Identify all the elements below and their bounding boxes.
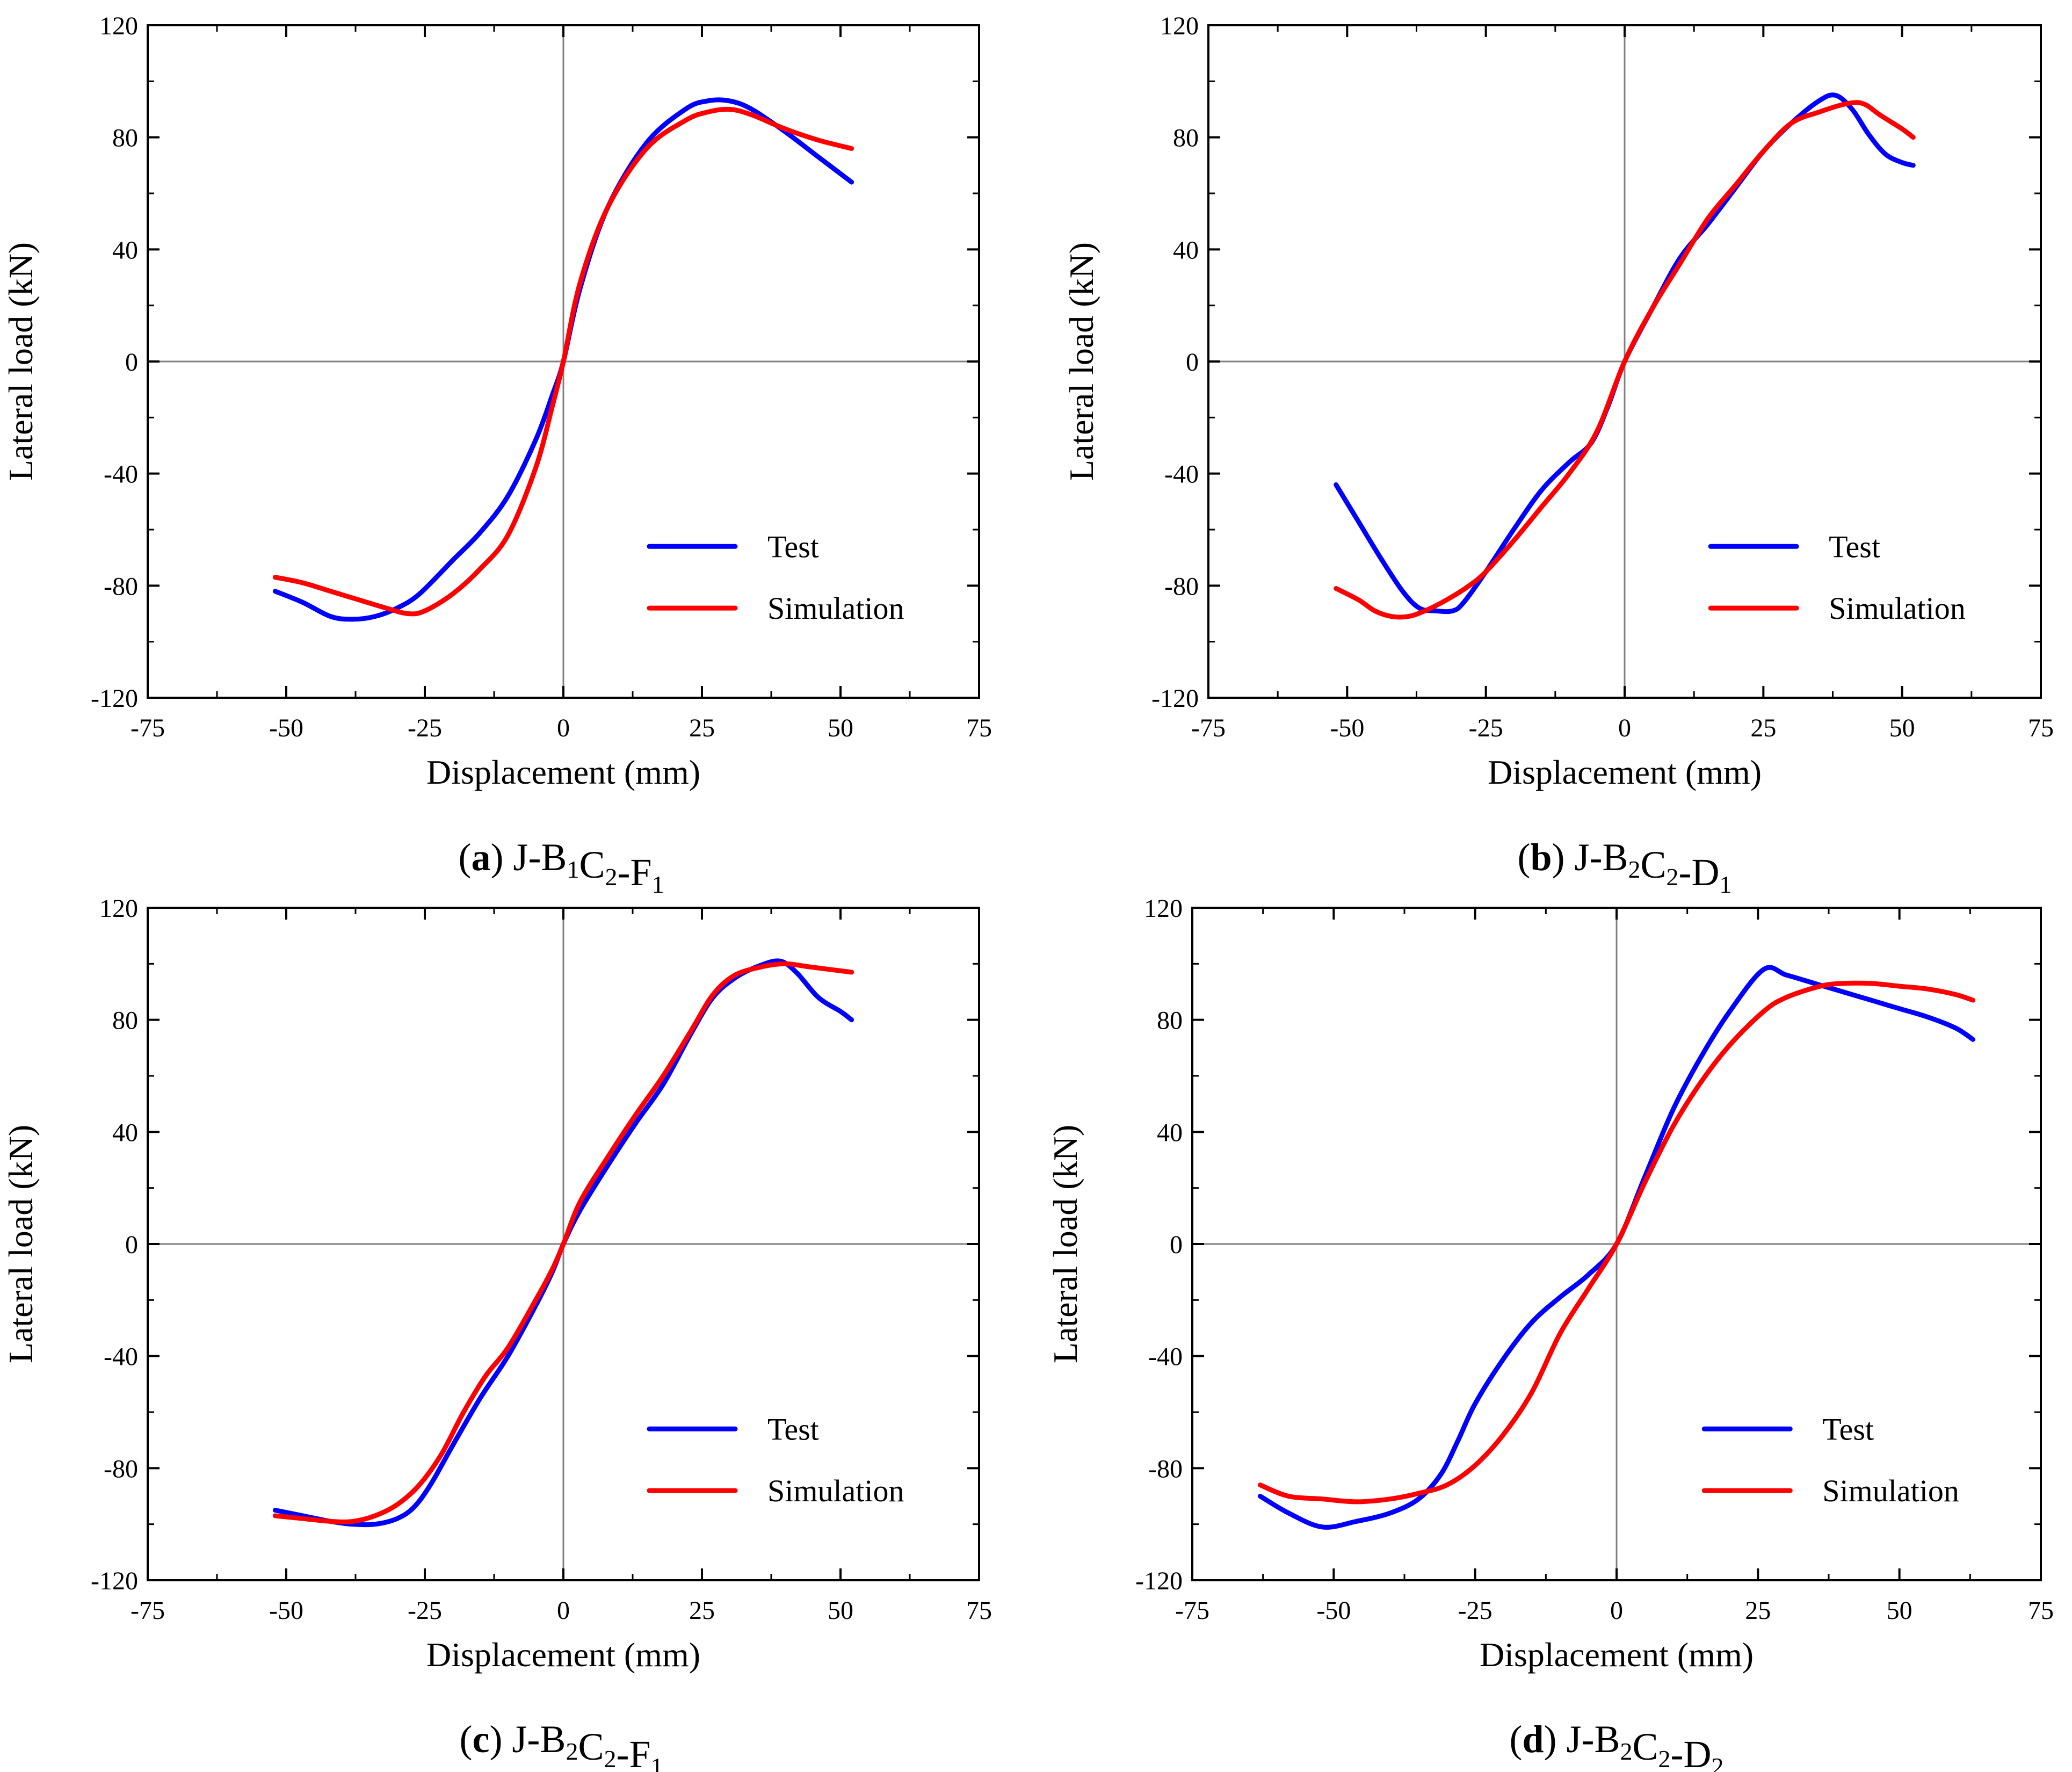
x-tick-label: -75	[1175, 1596, 1209, 1625]
x-axis-title: Displacement (mm)	[426, 753, 700, 791]
panel-c: -120 -80 -40 0 40 80 120 -75 -50 -25 0 25 50 75 Displa…	[2, 894, 992, 1772]
x-tick-label: 75	[2028, 714, 2054, 742]
y-tick-label: 120	[99, 894, 138, 923]
y-tick-label: -120	[91, 1567, 138, 1595]
legend-label-test: Test	[1822, 1412, 1874, 1446]
y-tick-label: -80	[1164, 572, 1199, 601]
y-axis-title: Lateral load (kN)	[1062, 242, 1100, 481]
panel-caption: (b) J-B2C2-D1	[1517, 836, 1732, 898]
y-tick-label: 80	[112, 1007, 138, 1035]
y-tick-label: 120	[1144, 894, 1183, 923]
legend-label-simulation: Simulation	[1829, 591, 1966, 626]
x-tick-label: 0	[557, 714, 570, 742]
y-tick-label: 80	[112, 124, 138, 153]
x-axis-title: Displacement (mm)	[1488, 753, 1762, 791]
y-tick-label: 0	[125, 1231, 138, 1259]
y-tick-label: 40	[1157, 1118, 1183, 1147]
series-line-simulation	[272, 106, 854, 617]
y-tick-label: -80	[104, 572, 138, 601]
panel-caption: (d) J-B2C2-D2	[1509, 1718, 1723, 1772]
legend-label-simulation: Simulation	[1822, 1473, 1959, 1508]
y-tick-label: -80	[1148, 1455, 1183, 1483]
x-tick-label: 75	[966, 714, 992, 742]
series-line-simulation	[272, 961, 854, 1524]
x-tick-label: 50	[1887, 1596, 1912, 1625]
legend-label-test: Test	[767, 529, 819, 564]
y-tick-label: -40	[1148, 1343, 1183, 1371]
x-tick-label: -50	[1330, 714, 1364, 742]
legend-label-test: Test	[1829, 529, 1880, 564]
x-tick-label: -50	[269, 714, 303, 742]
y-tick-label: 120	[99, 12, 138, 40]
y-axis-title: Lateral load (kN)	[2, 1125, 40, 1363]
x-tick-label: -25	[1458, 1596, 1493, 1625]
y-tick-label: 80	[1157, 1007, 1183, 1035]
panel-caption: (a) J-B1C2-F1	[458, 836, 664, 898]
legend-label-simulation: Simulation	[767, 1473, 904, 1508]
x-tick-label: 0	[1618, 714, 1631, 742]
y-tick-label: -120	[1135, 1567, 1183, 1595]
x-tick-label: -75	[131, 714, 165, 742]
x-tick-label: -50	[269, 1596, 303, 1625]
x-tick-label: 50	[828, 1596, 853, 1625]
x-tick-label: -75	[1191, 714, 1226, 742]
y-axis-title: Lateral load (kN)	[1046, 1125, 1084, 1363]
legend-label-simulation: Simulation	[767, 591, 904, 626]
y-tick-label: -40	[1164, 460, 1199, 489]
x-axis-title: Displacement (mm)	[1480, 1636, 1754, 1674]
y-tick-label: 0	[125, 348, 138, 377]
y-tick-label: 80	[1173, 124, 1199, 153]
y-tick-label: -80	[104, 1455, 138, 1483]
series-line-simulation	[1257, 980, 1976, 1505]
x-tick-label: -25	[1469, 714, 1503, 742]
x-tick-label: 25	[1745, 1596, 1771, 1625]
x-tick-label: 50	[1889, 714, 1915, 742]
y-tick-label: -120	[91, 684, 138, 713]
y-tick-label: -40	[104, 460, 138, 489]
x-tick-label: 25	[689, 714, 715, 742]
x-tick-label: 50	[828, 714, 853, 742]
y-tick-label: 0	[1170, 1231, 1183, 1259]
y-tick-label: 0	[1186, 348, 1199, 377]
x-tick-label: 0	[1610, 1596, 1623, 1625]
series-line-simulation	[1334, 100, 1916, 620]
x-tick-label: 25	[1750, 714, 1776, 742]
x-tick-label: -25	[408, 714, 442, 742]
legend-label-test: Test	[767, 1412, 819, 1446]
x-tick-label: 75	[966, 1596, 992, 1625]
y-tick-label: 40	[1173, 236, 1199, 264]
y-tick-label: 40	[112, 236, 138, 264]
x-tick-label: 0	[557, 1596, 570, 1625]
panel-a: -120 -80 -40 0 40 80 120 -75 -50 -25 0 25 50 75 Displa…	[2, 12, 992, 898]
x-tick-label: 75	[2028, 1596, 2054, 1625]
x-tick-label: 25	[689, 1596, 715, 1625]
x-tick-label: -25	[408, 1596, 442, 1625]
panel-b: -120 -80 -40 0 40 80 120 -75 -50 -25 0 25 50 75 Displa…	[1062, 12, 2054, 898]
panel-d: -120 -80 -40 0 40 80 120 -75 -50 -25 0 25 50 75 Displa…	[1046, 894, 2054, 1772]
y-axis-title: Lateral load (kN)	[2, 242, 40, 481]
panel-caption: (c) J-B2C2-F1	[459, 1718, 663, 1772]
y-tick-label: 120	[1160, 12, 1199, 40]
y-tick-label: 40	[112, 1118, 138, 1147]
x-axis-title: Displacement (mm)	[426, 1636, 700, 1674]
y-tick-label: -40	[104, 1343, 138, 1371]
y-tick-label: -120	[1151, 684, 1199, 713]
x-tick-label: -75	[131, 1596, 165, 1625]
x-tick-label: -50	[1316, 1596, 1351, 1625]
